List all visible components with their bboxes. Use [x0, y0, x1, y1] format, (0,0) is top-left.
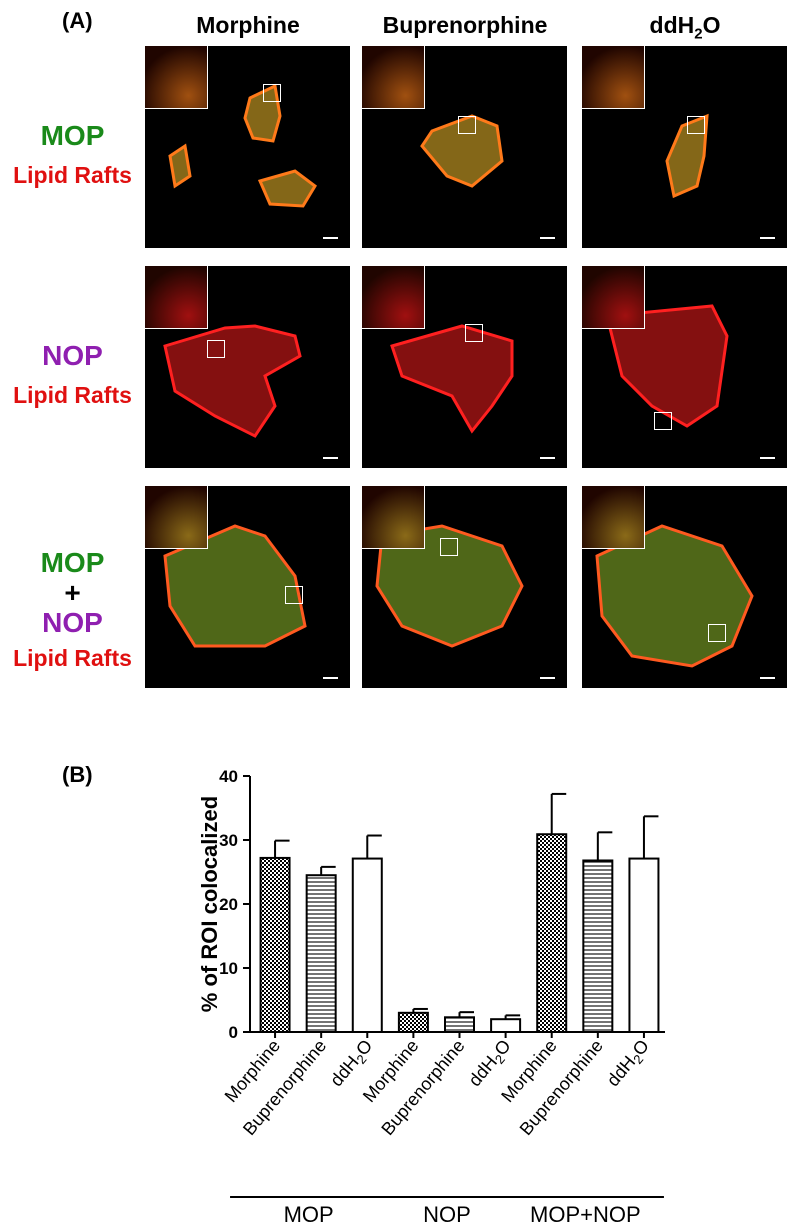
- zoom-inset: [362, 46, 425, 109]
- roi-box: [708, 624, 726, 642]
- scale-bar: [760, 457, 775, 459]
- label-nop: NOP: [42, 340, 103, 371]
- zoom-inset: [582, 46, 645, 109]
- zoom-inset: [582, 486, 645, 549]
- scale-bar: [540, 677, 555, 679]
- label-lipid-rafts: Lipid Rafts: [13, 382, 132, 408]
- bar: [582, 859, 614, 1034]
- label-nop: NOP: [42, 607, 103, 639]
- roi-box: [465, 324, 483, 342]
- scale-bar: [540, 457, 555, 459]
- label-lipid-rafts: Lipid Rafts: [13, 645, 132, 672]
- category-label: Buprenorphine: [377, 1036, 468, 1139]
- row-label-mop-nop-rafts: MOP + NOP Lipid Rafts: [0, 545, 145, 673]
- panel-b-label: (B): [62, 762, 93, 787]
- bar: [444, 1016, 475, 1033]
- roi-box: [458, 116, 476, 134]
- micrograph-mop-nop-buprenorphine: [362, 486, 567, 688]
- label-mop: MOP: [40, 120, 105, 151]
- micrograph-nop-morphine: [145, 266, 350, 468]
- y-tick-label: 10: [219, 959, 238, 978]
- y-tick-label: 20: [219, 895, 238, 914]
- column-header-ddh2o: ddH2O: [649, 12, 721, 43]
- label-lipid-rafts: Lipid Rafts: [13, 162, 132, 188]
- micrograph-nop-ddh2o: [582, 266, 787, 468]
- micrograph-mop-nop-ddh2o: [582, 486, 787, 688]
- micrograph-mop-buprenorphine: [362, 46, 567, 248]
- bar: [397, 1011, 429, 1034]
- y-axis-title: % of ROI colocalized: [197, 796, 222, 1012]
- group-label: MOP+NOP: [530, 1202, 641, 1227]
- zoom-inset: [582, 266, 645, 329]
- y-tick-label: 40: [219, 767, 238, 786]
- scale-bar: [760, 677, 775, 679]
- category-label: ddH2O: [603, 1036, 656, 1092]
- micrograph-nop-buprenorphine: [362, 266, 567, 468]
- micrograph-mop-nop-morphine: [145, 486, 350, 688]
- zoom-inset: [362, 266, 425, 329]
- category-label: Buprenorphine: [516, 1036, 607, 1139]
- panel-a-label: (A): [62, 8, 93, 33]
- label-mop: MOP: [40, 547, 105, 578]
- scale-bar: [540, 237, 555, 239]
- zoom-inset: [145, 266, 208, 329]
- row-label-mop-rafts: MOP Lipid Rafts: [0, 118, 145, 190]
- scale-bar: [323, 677, 338, 679]
- category-label: Buprenorphine: [239, 1036, 330, 1139]
- roi-box: [263, 84, 281, 102]
- zoom-inset: [362, 486, 425, 549]
- column-header-morphine: Morphine: [196, 12, 300, 38]
- roi-box: [440, 538, 458, 556]
- column-header-buprenorphine: Buprenorphine: [382, 12, 548, 38]
- bar: [259, 856, 291, 1033]
- scale-bar: [323, 237, 338, 239]
- y-tick-label: 0: [229, 1023, 238, 1042]
- bar: [628, 857, 660, 1033]
- micrograph-mop-ddh2o: [582, 46, 787, 248]
- bar: [305, 874, 337, 1033]
- bar: [536, 833, 568, 1033]
- scale-bar: [323, 457, 338, 459]
- roi-box: [687, 116, 705, 134]
- bar: [351, 857, 383, 1033]
- row-label-nop-rafts: NOP Lipid Rafts: [0, 338, 145, 410]
- group-label: NOP: [423, 1202, 471, 1227]
- micrograph-mop-morphine: [145, 46, 350, 248]
- zoom-inset: [145, 486, 208, 549]
- scale-bar: [760, 237, 775, 239]
- roi-box: [285, 586, 303, 604]
- zoom-inset: [145, 46, 208, 109]
- bar: [490, 1018, 522, 1034]
- label-plus: +: [64, 577, 81, 608]
- y-tick-label: 30: [219, 831, 238, 850]
- roi-box: [207, 340, 225, 358]
- roi-box: [654, 412, 672, 430]
- group-label: MOP: [284, 1202, 334, 1227]
